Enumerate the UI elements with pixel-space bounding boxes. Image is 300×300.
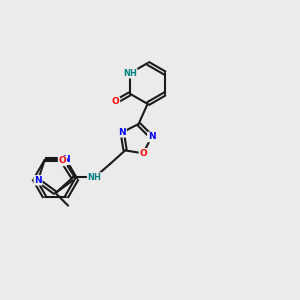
Text: N: N [148,133,155,142]
Text: NH: NH [88,173,101,182]
Text: N: N [118,128,126,137]
Text: O: O [58,156,66,165]
Text: N: N [34,176,42,185]
Text: O: O [112,98,119,106]
Text: NH: NH [123,69,137,78]
Text: N: N [62,155,70,164]
Text: O: O [139,149,147,158]
